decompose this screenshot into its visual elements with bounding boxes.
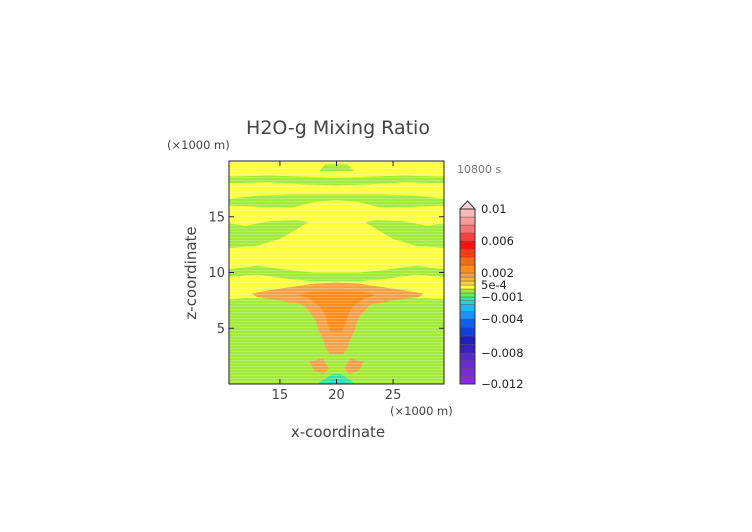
colorbar-level <box>459 232 476 242</box>
contour-plot-area <box>229 161 444 384</box>
colorbar-level <box>459 352 476 361</box>
y-tick-label: 10 <box>208 266 225 281</box>
x-axis-title: x-coordinate <box>291 423 385 441</box>
colorbar-level <box>459 292 476 298</box>
colorbar-label: −0.001 <box>481 290 524 304</box>
colorbar-level <box>459 368 476 377</box>
colorbar-level <box>459 256 476 266</box>
colorbar-level <box>459 208 476 218</box>
x-tick-label: 15 <box>272 388 289 403</box>
y-axis: 5 10 15 <box>208 210 444 337</box>
colorbar-level <box>459 248 476 258</box>
colorbar-level <box>459 311 476 320</box>
time-label: 10800 s <box>457 163 501 176</box>
x-tick-label: 20 <box>328 388 345 403</box>
y-unit-label: (×1000 m) <box>167 138 230 152</box>
colorbar-level <box>459 224 476 234</box>
chart-title: H2O-g Mixing Ratio <box>246 117 430 139</box>
colorbar-level <box>459 284 476 290</box>
x-tick-label: 25 <box>385 388 402 403</box>
colorbar-level <box>459 240 476 250</box>
colorbar-level <box>459 280 476 286</box>
colorbar-label: −0.004 <box>481 312 524 326</box>
colorbar-level <box>459 327 476 337</box>
colorbar-label: 0.002 <box>481 266 514 280</box>
colorbar-label: 5e-4 <box>481 278 507 292</box>
colorbar-level <box>459 288 476 294</box>
colorbar-label: 0.006 <box>481 234 514 248</box>
colorbar-level <box>459 300 476 305</box>
x-unit-label: (×1000 m) <box>390 404 453 418</box>
colorbar-level <box>459 318 476 328</box>
colorbar-level <box>459 376 476 385</box>
colorbar-level <box>459 276 476 282</box>
colorbar-level <box>459 264 476 274</box>
x-axis: 15 20 25 <box>272 161 402 403</box>
colorbar-level <box>459 304 476 312</box>
colorbar-level <box>459 272 476 278</box>
y-axis-title: z-coordinate <box>182 226 200 319</box>
colorbar-level <box>459 344 476 354</box>
colorbar-level <box>459 360 476 369</box>
colorbar-frame <box>459 208 476 385</box>
colorbar-label: 0.01 <box>481 202 507 216</box>
colorbar-label: −0.012 <box>481 377 524 391</box>
colorbar-level <box>459 296 476 301</box>
colorbar-overflow-triangle <box>458 200 477 210</box>
colorbar-level <box>459 216 476 226</box>
y-tick-label: 15 <box>208 210 225 225</box>
colorbar-level <box>459 335 476 345</box>
y-tick-label: 5 <box>217 322 225 337</box>
colorbar-label: −0.008 <box>481 346 524 360</box>
